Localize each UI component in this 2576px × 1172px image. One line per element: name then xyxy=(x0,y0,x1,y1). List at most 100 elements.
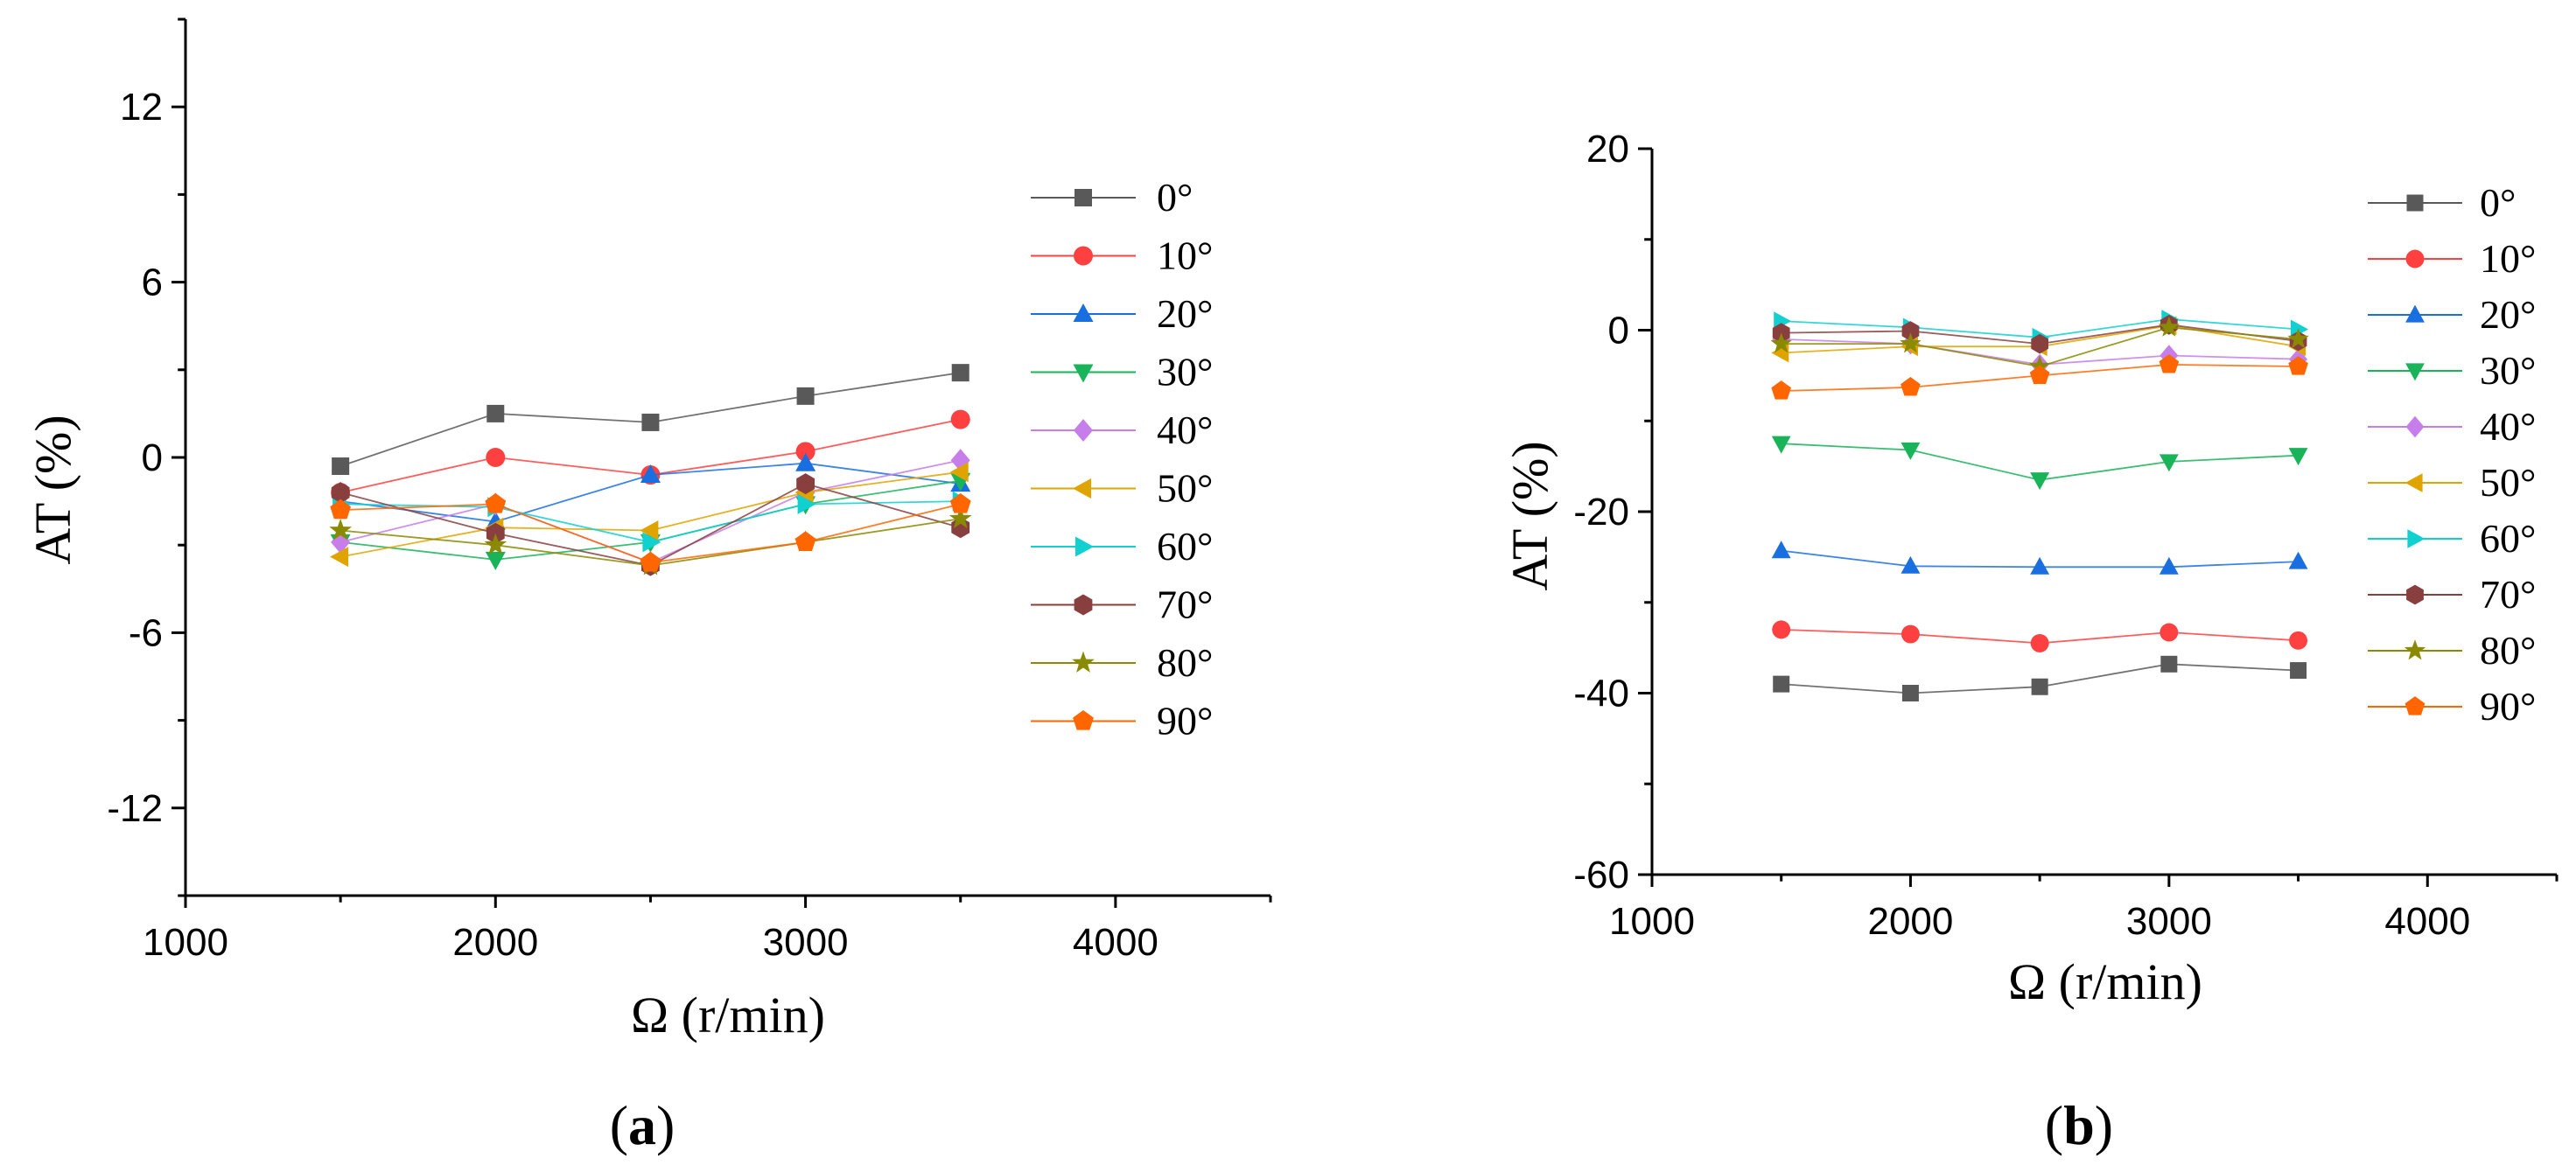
data-point xyxy=(2290,662,2307,680)
data-point xyxy=(2031,678,2048,695)
legend-marker xyxy=(2404,639,2426,660)
y-tick-label: -6 xyxy=(129,611,163,654)
y-tick-label: -40 xyxy=(1573,673,1629,715)
data-point xyxy=(796,387,815,405)
legend-item: 40° xyxy=(1031,408,1213,452)
data-point xyxy=(2288,448,2308,466)
legend-item: 60° xyxy=(2368,516,2536,561)
axes xyxy=(172,17,1272,908)
panel-label-letter: b xyxy=(2063,1094,2095,1156)
axes xyxy=(1638,147,2558,887)
data-point xyxy=(2159,354,2180,373)
legend-marker xyxy=(2405,304,2425,323)
legend-label: 60° xyxy=(1157,524,1213,569)
legend-item: 50° xyxy=(2368,460,2536,505)
legend-label: 30° xyxy=(1157,350,1213,394)
legend-item: 90° xyxy=(1031,699,1213,743)
legend-item: 30° xyxy=(2368,348,2536,393)
panel-label-letter: a xyxy=(628,1094,656,1156)
y-tick-label: 20 xyxy=(1586,128,1629,171)
legend: 0° 10° 20° 30° 40° 50° 60° 70° 80° 90° xyxy=(2368,180,2536,729)
legend-marker xyxy=(2405,249,2425,269)
y-axis-title: AT (%) xyxy=(1502,441,1558,590)
data-point xyxy=(2158,316,2180,337)
legend-item: 10° xyxy=(1031,234,1213,278)
data-point xyxy=(2287,328,2309,349)
legend-label: 50° xyxy=(2480,460,2536,505)
legend-item: 30° xyxy=(1031,350,1213,394)
data-point xyxy=(2030,472,2050,491)
data-point xyxy=(484,533,508,555)
data-point xyxy=(948,506,972,529)
legend-marker xyxy=(2406,584,2424,605)
chart-panel-b: -60 -40 -20 0 20 1000 2000 3000 4000 Ω (r/min) AT … xyxy=(1502,128,2558,1156)
data-point xyxy=(796,473,815,495)
legend-marker xyxy=(1072,651,1095,673)
data-point xyxy=(1771,380,1791,400)
panel-label-open: ( xyxy=(2045,1094,2063,1156)
legend-item: 80° xyxy=(1031,640,1213,685)
data-point xyxy=(486,404,505,422)
legend-label: 20° xyxy=(2480,292,2536,337)
legend-item: 10° xyxy=(2368,236,2536,281)
data-point xyxy=(1901,685,1919,701)
data-point xyxy=(1773,675,1790,693)
x-tick-label: 4000 xyxy=(2384,900,2470,943)
data-point xyxy=(640,464,661,483)
panel-label-close: ) xyxy=(656,1094,675,1156)
data-point xyxy=(951,364,970,382)
legend-item: 40° xyxy=(2368,404,2536,449)
x-tick-label: 4000 xyxy=(1073,921,1158,964)
x-tick-label: 2000 xyxy=(1867,900,1953,943)
x-tick-label: 1000 xyxy=(143,921,228,964)
y-axis-title: AT (%) xyxy=(24,415,81,564)
legend-label: 60° xyxy=(2480,516,2536,561)
legend-marker xyxy=(1073,303,1094,322)
legend-label: 70° xyxy=(1157,583,1213,627)
legend-marker xyxy=(2405,415,2425,438)
x-axis-title: Ω (r/min) xyxy=(631,987,825,1043)
y-tick-label: 12 xyxy=(120,86,163,129)
legend-label: 90° xyxy=(2480,684,2536,729)
legend-label: 20° xyxy=(1157,291,1213,336)
legend-label: 80° xyxy=(2480,628,2536,673)
data-point xyxy=(2030,633,2049,652)
data-point xyxy=(949,492,971,513)
legend-label: 40° xyxy=(2480,404,2536,449)
legend-marker xyxy=(2405,363,2425,381)
legend-marker xyxy=(1073,478,1091,499)
data-point xyxy=(640,551,662,572)
legend-label: 40° xyxy=(1157,408,1213,452)
legend-item: 70° xyxy=(2368,572,2536,617)
data-point xyxy=(329,519,352,541)
data-point xyxy=(332,457,350,476)
legend-item: 20° xyxy=(1031,291,1213,336)
legend-marker xyxy=(2407,529,2426,548)
data-point xyxy=(1901,321,1920,341)
data-point xyxy=(2031,333,2048,354)
data-point xyxy=(1771,541,1791,559)
legend-marker xyxy=(1074,189,1092,206)
y-tick-label: 6 xyxy=(142,262,163,304)
legend-item: 90° xyxy=(2368,684,2536,729)
legend-marker xyxy=(1075,536,1094,557)
legend-item: 20° xyxy=(2368,292,2536,337)
x-axis-title: Ω (r/min) xyxy=(2008,953,2202,1010)
data-point xyxy=(640,520,659,541)
legend-marker xyxy=(1074,246,1093,266)
x-tick-label: 1000 xyxy=(1609,900,1695,943)
legend-label: 0° xyxy=(1157,175,1193,220)
panel-label: (a) xyxy=(610,1094,676,1156)
y-tick-label: 0 xyxy=(1608,310,1629,352)
data-point xyxy=(2160,655,2178,673)
data-point xyxy=(1900,555,1921,574)
data-point xyxy=(485,551,506,570)
data-point xyxy=(2159,556,2179,575)
data-point xyxy=(795,442,816,462)
data-point xyxy=(642,532,662,553)
legend-item: 80° xyxy=(2368,628,2536,673)
data-point xyxy=(2160,623,2179,642)
x-tick-label: 3000 xyxy=(763,921,849,964)
legend-label: 10° xyxy=(1157,234,1213,278)
series-20deg xyxy=(1771,541,2308,575)
